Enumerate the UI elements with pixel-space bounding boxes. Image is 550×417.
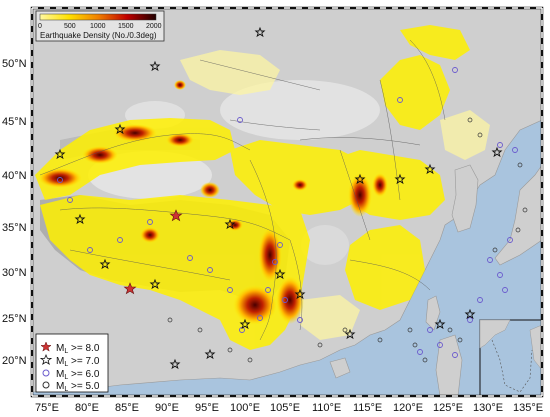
fault-lines bbox=[39, 39, 446, 341]
lon-label: 135°E bbox=[513, 402, 543, 414]
lat-label: 40°N bbox=[2, 170, 27, 182]
lon-label: 120°E bbox=[393, 402, 423, 414]
legend-black-circle-icon bbox=[42, 381, 50, 389]
magnitude-legend: ML >= 8.0 ML >= 7.0 ML >= 6.0 ML >= 5.0 bbox=[35, 333, 109, 393]
korea bbox=[451, 164, 479, 233]
legend-blue-circle-icon bbox=[42, 369, 50, 377]
taiwan bbox=[425, 295, 441, 331]
lon-label: 115°E bbox=[353, 402, 382, 414]
lon-label: 80°E bbox=[75, 402, 99, 414]
lat-label: 45°N bbox=[2, 116, 27, 128]
philippines bbox=[435, 334, 463, 396]
japan bbox=[494, 164, 542, 266]
legend-red-star-icon bbox=[40, 341, 52, 352]
lon-label: 100°E bbox=[230, 402, 260, 414]
events-m8 bbox=[123, 209, 183, 295]
lat-label: 25°N bbox=[2, 313, 27, 325]
lat-label: 35°N bbox=[2, 222, 27, 234]
legend-black-star-icon bbox=[39, 353, 53, 366]
lat-label: 20°N bbox=[2, 355, 27, 367]
frame-ticks bbox=[31, 7, 543, 397]
lon-label: 130°E bbox=[473, 402, 503, 414]
density-faint bbox=[180, 50, 490, 340]
colorbar-tick: 0 bbox=[38, 23, 42, 30]
lon-label: 85°E bbox=[115, 402, 139, 414]
legend-label: ML >= 7.0 bbox=[56, 356, 100, 368]
lon-label: 90°E bbox=[155, 402, 179, 414]
gobi bbox=[220, 80, 380, 140]
lon-axis: 75°E 80°E 85°E 90°E 95°E 100°E 105°E 110… bbox=[35, 402, 543, 414]
events-m7 bbox=[54, 26, 503, 370]
colorbar-title: Earthquake Density (No./0.3deg) bbox=[40, 31, 157, 40]
colorbar-tick: 500 bbox=[64, 23, 76, 30]
lon-label: 75°E bbox=[35, 402, 59, 414]
lon-label: 110°E bbox=[312, 402, 341, 414]
sichuan-basin bbox=[301, 225, 349, 265]
south-china-sea-inset bbox=[479, 319, 542, 396]
legend-label: ML >= 8.0 bbox=[56, 343, 100, 355]
events-m5 bbox=[167, 117, 528, 363]
hainan bbox=[329, 357, 351, 379]
lon-label: 125°E bbox=[433, 402, 463, 414]
colorbar-gradient bbox=[39, 13, 157, 21]
lat-label: 50°N bbox=[2, 58, 27, 70]
lat-label: 30°N bbox=[2, 267, 27, 279]
legend-label: ML >= 6.0 bbox=[56, 369, 100, 381]
colorbar-tick: 1000 bbox=[90, 23, 106, 30]
colorbar-tick: 2000 bbox=[146, 23, 162, 30]
legend-label: ML >= 5.0 bbox=[56, 381, 100, 393]
events-m6 bbox=[57, 67, 518, 358]
colorbar-tick: 1500 bbox=[118, 23, 134, 30]
lon-label: 95°E bbox=[195, 402, 219, 414]
lat-axis: 50°N 45°N 40°N 35°N 30°N 25°N 20°N bbox=[2, 58, 27, 367]
lon-label: 105°E bbox=[270, 402, 300, 414]
colorbar: 0 500 1000 1500 2000 Earthquake Density … bbox=[35, 10, 165, 42]
